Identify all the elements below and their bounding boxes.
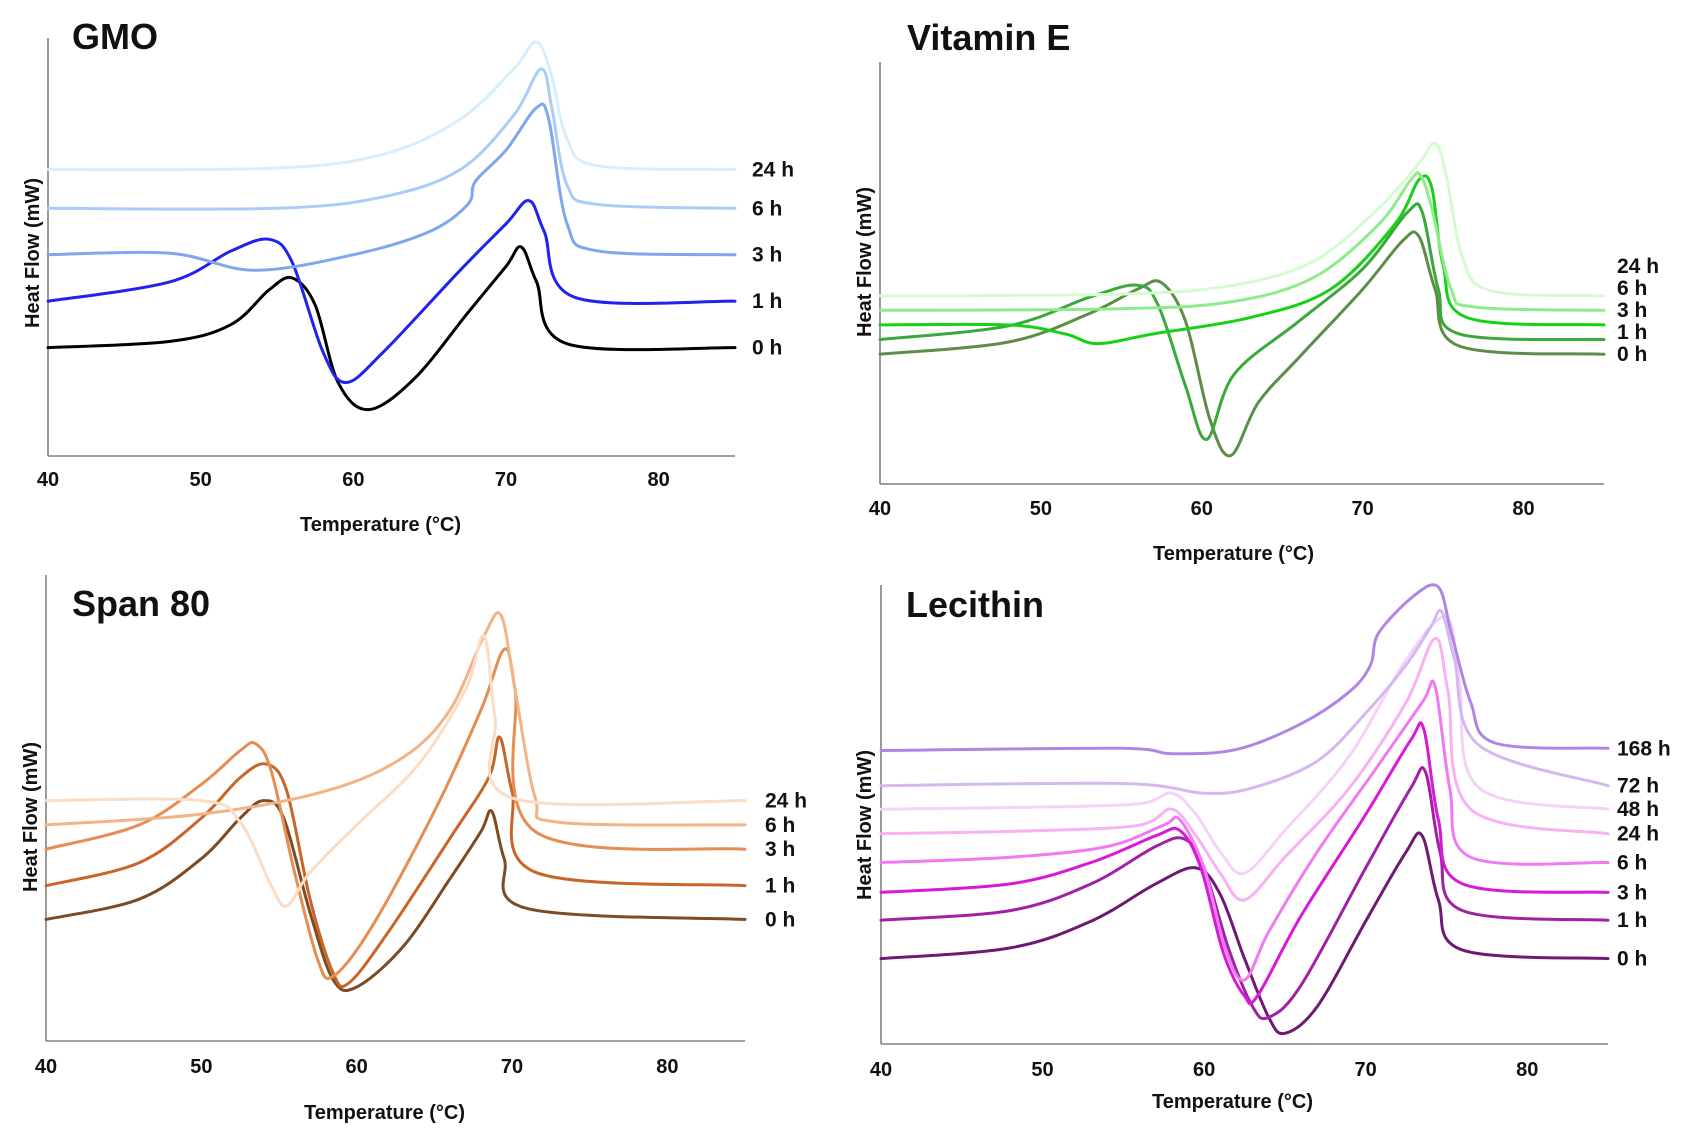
curve-lecithin-24-h: [879, 636, 1610, 902]
legend-label-vitamin-e-3-h: 3 h: [1617, 299, 1647, 322]
x-tick-gmo-60: 60: [342, 469, 364, 491]
x-tick-span-80-70: 70: [501, 1056, 523, 1078]
legend-label-gmo-24-h: 24 h: [752, 159, 794, 182]
legend-label-lecithin-48-h: 48 h: [1617, 798, 1659, 821]
x-tick-gmo-50: 50: [190, 469, 212, 491]
x-tick-lecithin-50: 50: [1031, 1059, 1053, 1081]
legend-label-gmo-1-h: 1 h: [752, 290, 782, 313]
legend-label-lecithin-3-h: 3 h: [1617, 881, 1647, 904]
curve-span-80-1-h: [44, 735, 747, 989]
x-tick-lecithin-60: 60: [1193, 1059, 1215, 1081]
curve-lecithin-6-h: [879, 679, 1610, 982]
legend-label-vitamin-e-24-h: 24 h: [1617, 255, 1659, 278]
curve-lecithin-3-h: [879, 721, 1610, 1006]
curve-vitamin-e-3-h: [878, 174, 1606, 346]
legend-label-span-80-0-h: 0 h: [765, 908, 795, 931]
legend-label-span-80-24-h: 24 h: [765, 790, 807, 813]
curve-lecithin-48-h: [879, 615, 1610, 876]
panel-span-80: Span 80 Temperature (°C) Heat Flow (mW) …: [20, 575, 807, 1124]
x-tick-lecithin-80: 80: [1516, 1059, 1538, 1081]
legend-label-lecithin-72-h: 72 h: [1617, 775, 1659, 798]
curve-vitamin-e-0-h: [878, 230, 1606, 458]
x-tick-span-80-50: 50: [190, 1056, 212, 1078]
x-tick-gmo-40: 40: [37, 469, 59, 491]
x-ticks-vitamin-e: 40 50 60 70 80: [869, 498, 1535, 520]
x-tick-span-80-80: 80: [656, 1056, 678, 1078]
panel-title-vitamin-e: Vitamin E: [907, 17, 1070, 58]
legend-label-lecithin-24-h: 24 h: [1617, 823, 1659, 846]
panel-title-gmo: GMO: [72, 16, 158, 57]
curve-vitamin-e-6-h: [878, 171, 1606, 312]
x-ticks-lecithin: 40 50 60 70 80: [870, 1059, 1538, 1081]
curve-vitamin-e-24-h: [878, 141, 1606, 298]
panel-title-span-80: Span 80: [72, 583, 210, 624]
legend-label-lecithin-1-h: 1 h: [1617, 909, 1647, 932]
curve-lecithin-168-h: [879, 583, 1610, 756]
x-ticks-span-80: 40 50 60 70 80: [35, 1056, 679, 1078]
x-axis-label-vitamin-e: Temperature (°C): [1153, 543, 1314, 565]
curve-gmo-1-h: [46, 199, 737, 384]
legend-label-gmo-0-h: 0 h: [752, 337, 782, 360]
x-tick-vitamin-e-60: 60: [1191, 498, 1213, 520]
curves-lecithin: [879, 583, 1610, 1036]
x-tick-span-80-40: 40: [35, 1056, 57, 1078]
x-tick-lecithin-40: 40: [870, 1059, 892, 1081]
legend-label-span-80-3-h: 3 h: [765, 838, 795, 861]
curves-vitamin-e: [878, 141, 1606, 458]
curves-span-80: [44, 611, 747, 993]
legend-label-gmo-6-h: 6 h: [752, 197, 782, 220]
y-axis-label-vitamin-e: Heat Flow (mW): [854, 187, 876, 337]
x-tick-vitamin-e-40: 40: [869, 498, 891, 520]
panel-lecithin: Lecithin Temperature (°C) Heat Flow (mW)…: [854, 583, 1671, 1113]
curve-gmo-0-h: [46, 245, 737, 412]
x-tick-vitamin-e-80: 80: [1512, 498, 1534, 520]
legend-label-vitamin-e-6-h: 6 h: [1617, 277, 1647, 300]
curve-span-80-0-h: [44, 799, 747, 993]
legend-label-span-80-6-h: 6 h: [765, 814, 795, 837]
y-axis-label-span-80: Heat Flow (mW): [20, 742, 42, 892]
curve-gmo-3-h: [46, 102, 737, 272]
curve-span-80-24-h: [44, 634, 747, 908]
x-tick-vitamin-e-70: 70: [1352, 498, 1374, 520]
legend-label-vitamin-e-1-h: 1 h: [1617, 321, 1647, 344]
legend-gmo: 0 h 1 h 3 h 6 h 24 h: [752, 159, 794, 360]
x-tick-vitamin-e-50: 50: [1030, 498, 1052, 520]
legend-vitamin-e: 0 h1 h3 h6 h24 h: [1617, 255, 1659, 366]
y-axis-label-gmo: Heat Flow (mW): [22, 178, 44, 328]
x-axis-label-span-80: Temperature (°C): [304, 1102, 465, 1124]
legend-label-span-80-1-h: 1 h: [765, 875, 795, 898]
x-tick-gmo-80: 80: [648, 469, 670, 491]
curve-lecithin-0-h: [879, 831, 1610, 1036]
x-tick-lecithin-70: 70: [1355, 1059, 1377, 1081]
curve-lecithin-1-h: [879, 766, 1610, 1021]
curves-gmo: [46, 40, 737, 412]
x-tick-span-80-60: 60: [346, 1056, 368, 1078]
curve-gmo-6-h: [46, 67, 737, 211]
curve-vitamin-e-1-h: [878, 202, 1606, 441]
x-axis-label-gmo: Temperature (°C): [300, 514, 461, 536]
curve-span-80-3-h: [44, 647, 747, 980]
x-axis-label-lecithin: Temperature (°C): [1152, 1091, 1313, 1113]
y-axis-label-lecithin: Heat Flow (mW): [854, 750, 876, 900]
curve-gmo-24-h: [46, 40, 737, 172]
legend-lecithin: 0 h 1 h 3 h 6 h 24 h48 h72 h 168 h: [1617, 737, 1671, 970]
legend-span-80: 0 h 1 h 3 h6 h24 h: [765, 790, 807, 932]
panel-gmo: GMO Temperature (°C) Heat Flow (mW) 40 50…: [22, 16, 794, 536]
curve-span-80-6-h: [44, 611, 747, 827]
panel-vitamin-e: Vitamin E Temperature (°C) Heat Flow (mW…: [854, 17, 1659, 565]
legend-label-gmo-3-h: 3 h: [752, 244, 782, 267]
x-ticks-gmo: 40 50 60 70 80: [37, 469, 670, 491]
legend-label-lecithin-0-h: 0 h: [1617, 948, 1647, 971]
legend-label-lecithin-6-h: 6 h: [1617, 852, 1647, 875]
curve-lecithin-72-h: [879, 608, 1610, 795]
legend-label-vitamin-e-0-h: 0 h: [1617, 343, 1647, 366]
panel-title-lecithin: Lecithin: [906, 584, 1044, 625]
x-tick-gmo-70: 70: [495, 469, 517, 491]
legend-label-lecithin-168-h: 168 h: [1617, 737, 1671, 760]
